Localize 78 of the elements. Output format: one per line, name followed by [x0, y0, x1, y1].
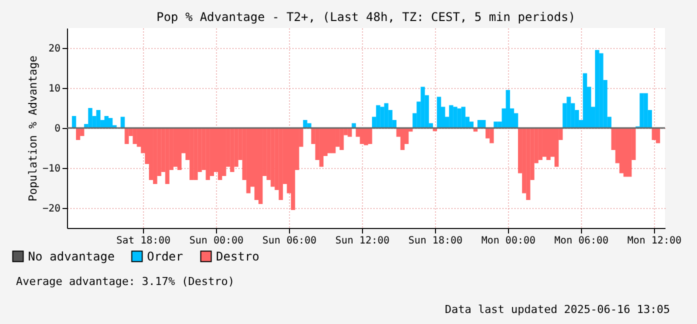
bar: [640, 93, 644, 128]
bar: [449, 105, 454, 128]
bar: [290, 128, 296, 210]
x-tick-label: Mon 06:00: [554, 236, 609, 246]
text: Data last updated 2025-06-16 13:05: [444, 303, 670, 316]
bar: [206, 128, 210, 180]
legend-label: No advantage: [28, 249, 115, 264]
bar: [453, 106, 458, 128]
bar: [96, 110, 100, 128]
bar: [88, 108, 92, 128]
y-tick-label: −20: [42, 204, 60, 214]
bar: [380, 106, 384, 128]
bar: [538, 128, 542, 160]
bar: [644, 93, 648, 128]
bar: [72, 116, 76, 128]
bar: [104, 116, 109, 128]
bar: [554, 128, 559, 167]
bar: [148, 128, 154, 180]
text: Average advantage: 3.17% (Destro): [16, 275, 235, 288]
y-tick-label: 20: [48, 44, 60, 54]
y-tick-label: 0: [54, 124, 60, 134]
bar: [599, 53, 604, 128]
bar: [254, 128, 259, 200]
bar: [120, 116, 125, 128]
bar: [384, 103, 388, 128]
bar: [190, 128, 194, 180]
x-tick-label: Sun 12:00: [335, 236, 390, 246]
bar: [490, 128, 494, 144]
y-tick-label: −10: [42, 164, 60, 174]
bar: [108, 118, 113, 128]
bar: [303, 120, 308, 128]
bar: [526, 128, 530, 200]
bar: [258, 128, 263, 204]
chart-title: Pop % Advantage - T2+, (Last 48h, TZ: CEST, 5 min periods): [156, 10, 576, 24]
bar: [457, 108, 462, 128]
bar: [210, 128, 214, 176]
bar: [173, 128, 178, 167]
x-tick-label: Sun 06:00: [262, 236, 317, 246]
bar: [627, 128, 632, 177]
bar: [124, 128, 129, 144]
bar: [566, 96, 571, 128]
bar: [222, 128, 226, 176]
bar: [400, 128, 405, 150]
y-tick-label: 10: [48, 84, 60, 94]
bar: [461, 106, 466, 128]
x-tick-label: Sat 18:00: [116, 236, 171, 246]
bar: [194, 128, 198, 180]
bar: [619, 128, 624, 174]
bar: [230, 128, 234, 172]
bar: [165, 128, 170, 184]
x-tick-label: Sun 18:00: [408, 236, 463, 246]
bar: [177, 128, 182, 170]
bar: [506, 90, 510, 128]
bar: [246, 128, 250, 194]
bar: [420, 86, 425, 128]
x-tick-label: Sun 00:00: [189, 236, 244, 246]
bar: [218, 128, 222, 180]
x-tick-label: Mon 12:00: [627, 236, 682, 246]
bar: [623, 128, 628, 177]
bar: [546, 128, 551, 160]
bar: [477, 120, 482, 128]
bar: [319, 128, 324, 167]
legend-label: Destro: [216, 249, 260, 264]
bar: [278, 128, 283, 200]
bar: [153, 128, 158, 184]
bar: [327, 128, 332, 154]
x-tick-label: Mon 00:00: [481, 236, 536, 246]
y-axis-title: Population % Advantage: [26, 56, 40, 202]
bar: [436, 96, 442, 128]
bar: [331, 128, 336, 154]
bar: [582, 73, 588, 128]
bar: [595, 50, 600, 128]
legend-label: Order: [147, 249, 184, 264]
bar: [270, 128, 275, 187]
bar: [340, 128, 344, 150]
bar: [376, 105, 380, 128]
bar: [482, 120, 486, 128]
bar: [542, 128, 547, 157]
